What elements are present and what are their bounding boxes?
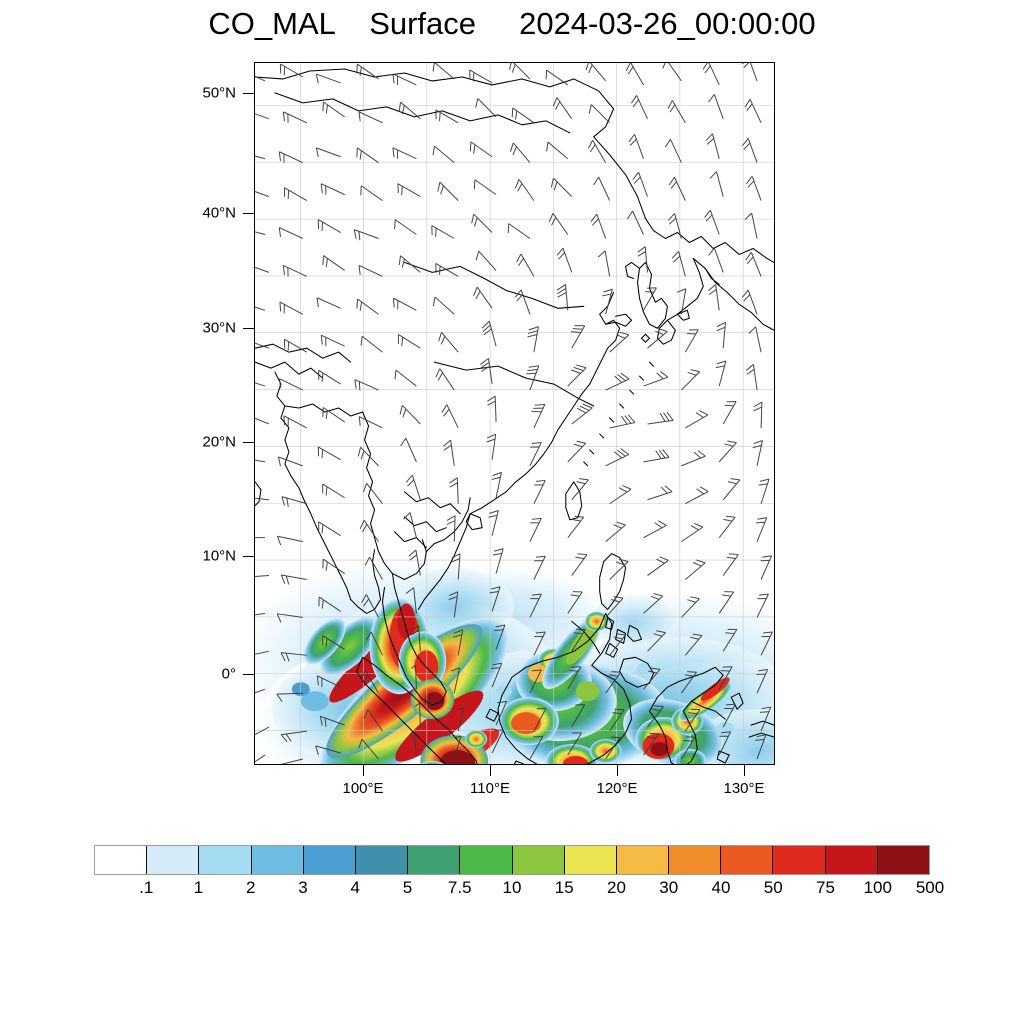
xtick-label-130E: 130°E xyxy=(723,780,765,797)
colorbar xyxy=(94,845,930,875)
colorbar-label-13: 75 xyxy=(816,878,835,897)
colorbar-cell-15 xyxy=(877,846,929,874)
xtick-label-100E: 100°E xyxy=(342,780,384,797)
colorbar-label-3: 3 xyxy=(298,878,308,897)
colorbar-label-2: 2 xyxy=(246,878,256,897)
colorbar-label-12: 50 xyxy=(763,878,783,897)
page-title: CO_MAL Surface 2024-03-26_00:00:00 xyxy=(208,6,816,41)
colorbar-cell-3 xyxy=(251,846,304,874)
xtick-label-120E: 120°E xyxy=(596,780,638,797)
colorbar-cell-14 xyxy=(825,846,878,874)
colorbar-label-1: 1 xyxy=(193,878,204,897)
ytick-label-40N: 40°N xyxy=(202,204,236,222)
xtick-label-110E: 110°E xyxy=(470,780,510,797)
colorbar-cell-6 xyxy=(408,846,461,874)
colorbar-label-15: 500 xyxy=(915,878,945,897)
colorbar-label-6: 7.5 xyxy=(447,878,472,897)
concentration-field xyxy=(255,556,774,764)
ytick-label-50N: 50°N xyxy=(202,84,236,102)
colorbar-cell-4 xyxy=(303,846,356,874)
colorbar-label-5: 5 xyxy=(402,878,413,897)
colorbar-label-9: 20 xyxy=(607,878,626,897)
colorbar-label-4: 4 xyxy=(350,878,360,897)
ytick-10N xyxy=(243,556,254,558)
xtick-110E xyxy=(490,765,492,776)
map-gridlines xyxy=(255,63,774,764)
xtick-120E xyxy=(617,765,619,776)
colorbar-cell-13 xyxy=(773,846,826,874)
map-plot-area xyxy=(254,62,775,765)
xtick-100E xyxy=(363,765,365,776)
colorbar-label-8: 15 xyxy=(554,878,574,897)
colorbar-cell-10 xyxy=(616,846,670,874)
ytick-0 xyxy=(243,674,254,676)
colorbar-cell-9 xyxy=(564,846,617,874)
map-canvas xyxy=(255,63,774,764)
colorbar-cell-2 xyxy=(199,846,252,874)
xtick-130E xyxy=(744,765,746,776)
colorbar-cell-7 xyxy=(460,846,513,874)
colorbar-cell-5 xyxy=(355,846,409,874)
ytick-20N xyxy=(243,442,254,444)
colorbar-label-11: 40 xyxy=(711,878,731,897)
colorbar-label-10: 30 xyxy=(659,878,679,897)
colorbar-cell-12 xyxy=(721,846,774,874)
ytick-50N xyxy=(243,93,254,95)
colorbar-cell-0 xyxy=(95,846,148,874)
ytick-label-10N: 10°N xyxy=(202,547,236,565)
ytick-40N xyxy=(243,213,254,215)
colorbar-tick-labels: .1 1 2 3 4 5 7.5 10 15 20 30 40 50 75 100 500 xyxy=(94,878,944,904)
colorbar-cell-8 xyxy=(512,846,565,874)
colorbar-cell-1 xyxy=(147,846,200,874)
coastline-overlay xyxy=(255,68,774,764)
ytick-label-20N: 20°N xyxy=(202,433,236,451)
ytick-label-30N: 30°N xyxy=(202,319,236,337)
ytick-30N xyxy=(243,328,254,330)
ytick-label-0: 0° xyxy=(221,665,236,683)
colorbar-label-0: .1 xyxy=(139,878,154,897)
colorbar-label-7: 10 xyxy=(502,878,522,897)
colorbar-label-14: 100 xyxy=(863,878,892,897)
colorbar-cell-11 xyxy=(669,846,722,874)
